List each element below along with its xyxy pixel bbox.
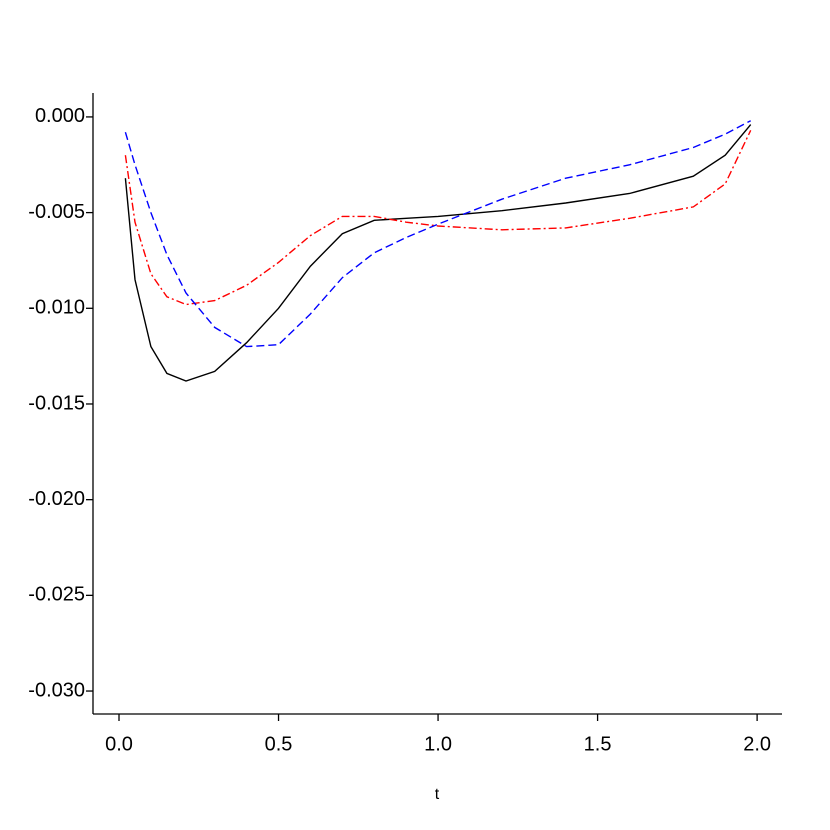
y-tick-label: -0.015 — [28, 392, 85, 414]
y-tick-label: 0.000 — [35, 105, 85, 127]
x-tick-label: 2.0 — [743, 733, 771, 755]
x-tick-label: 0.0 — [105, 733, 133, 755]
x-tick-label: 0.5 — [265, 733, 293, 755]
y-tick-label: -0.030 — [28, 679, 85, 701]
series-line — [124, 120, 752, 348]
y-tick-label: -0.020 — [28, 488, 85, 510]
x-axis-label: t — [435, 786, 440, 803]
y-tick-label: -0.010 — [28, 297, 85, 319]
y-tick-label: -0.005 — [28, 201, 85, 223]
series-line — [124, 124, 752, 382]
x-tick-label: 1.0 — [424, 733, 452, 755]
x-tick-label: 1.5 — [584, 733, 612, 755]
series-line — [124, 129, 752, 306]
y-tick-label: -0.025 — [28, 584, 85, 606]
